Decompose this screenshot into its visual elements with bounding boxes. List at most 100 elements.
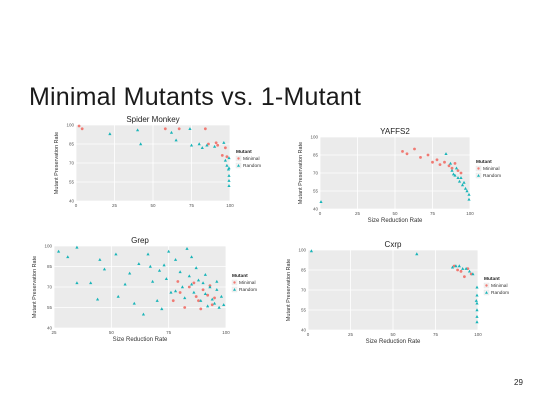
legend-marker-random — [477, 174, 480, 177]
point-random — [215, 279, 219, 283]
point-minimal — [456, 268, 459, 272]
point-minimal — [206, 293, 210, 297]
point-random — [444, 152, 448, 155]
point-minimal — [435, 158, 439, 162]
point-random — [223, 158, 227, 162]
legend-marker-random — [233, 288, 236, 291]
legend-title: Mutant — [232, 273, 248, 279]
legend-marker-minimal — [477, 167, 480, 170]
point-random — [203, 292, 207, 296]
legend-marker-random — [237, 164, 240, 167]
point-random — [139, 142, 143, 146]
x-tick-label: 75 — [433, 332, 439, 337]
page-number: 29 — [514, 378, 523, 387]
point-minimal — [453, 162, 457, 165]
point-minimal — [220, 154, 224, 157]
point-random — [467, 192, 471, 196]
point-random — [227, 166, 231, 170]
legend-entry: Minimal — [243, 156, 260, 162]
point-random — [474, 298, 478, 302]
point-minimal — [197, 299, 200, 303]
chart-svg: Spider Monkey 0 25 50 75 100 40 55 70 85 100 Mutant… — [54, 115, 261, 208]
point-random — [227, 173, 231, 177]
point-random — [95, 297, 100, 301]
point-random — [199, 298, 203, 302]
point-minimal — [163, 127, 167, 131]
point-random — [222, 303, 226, 306]
chart-svg: Cxrp 0 25 50 75 100 40 55 70 85 100 Size Reduction … — [286, 240, 509, 345]
point-random — [56, 249, 61, 253]
point-random — [167, 249, 171, 253]
point-random — [183, 296, 187, 300]
point-random — [162, 263, 166, 267]
point-random — [116, 294, 120, 298]
y-tick-label: 85 — [47, 264, 53, 269]
point-random — [180, 285, 185, 289]
point-random — [461, 266, 465, 270]
point-random — [123, 282, 127, 286]
point-random — [459, 176, 463, 179]
x-tick-label: 100 — [466, 211, 474, 216]
chart-grep: Grep 25 50 75 100 40 55 70 85 100 Size Reduction R… — [30, 234, 268, 344]
point-random — [457, 179, 462, 183]
point-minimal — [207, 142, 210, 146]
chart-title: Cxrp — [385, 240, 402, 249]
chart-yaffs2: YAFFS2 0 25 50 75 100 40 55 70 85 100 Size Reductio… — [296, 125, 512, 225]
point-random — [227, 179, 231, 182]
point-minimal — [463, 275, 466, 279]
y-tick-label: 100 — [310, 135, 318, 140]
x-tick-label: 50 — [392, 211, 398, 216]
legend-entry: Random — [239, 287, 257, 293]
y-tick-label: 40 — [301, 328, 307, 333]
y-tick-label: 70 — [47, 285, 53, 290]
legend-marker-minimal — [233, 281, 236, 284]
x-tick-label: 25 — [348, 332, 354, 337]
y-tick-label: 100 — [298, 248, 306, 253]
legend-entry: Random — [243, 163, 261, 169]
point-random — [460, 183, 465, 187]
x-tick-label: 50 — [150, 203, 156, 208]
point-random — [309, 249, 313, 253]
point-random — [197, 142, 201, 146]
point-random — [467, 269, 472, 273]
point-random — [215, 288, 219, 291]
point-minimal — [438, 163, 442, 166]
point-random — [66, 255, 70, 259]
point-minimal — [203, 127, 207, 131]
y-tick-label: 70 — [301, 288, 307, 293]
point-minimal — [405, 152, 409, 156]
y-tick-label: 85 — [313, 153, 319, 158]
point-random — [194, 266, 198, 270]
chart-title: Grep — [131, 236, 149, 245]
legend-title: Mutant — [236, 149, 252, 155]
point-random — [205, 143, 209, 147]
x-tick-label: 100 — [226, 203, 234, 208]
point-minimal — [192, 281, 196, 285]
point-minimal — [426, 153, 430, 157]
y-tick-label: 70 — [313, 171, 319, 176]
x-tick-label: 0 — [307, 332, 310, 337]
y-tick-label: 55 — [69, 180, 75, 185]
point-random — [189, 143, 194, 147]
y-tick-label: 55 — [47, 305, 53, 310]
point-random — [136, 128, 140, 132]
point-random — [114, 252, 118, 256]
point-random — [225, 163, 229, 167]
point-random — [128, 271, 132, 275]
point-random — [89, 281, 93, 285]
point-minimal — [80, 127, 84, 131]
point-random — [463, 186, 468, 190]
point-random — [450, 168, 454, 172]
x-axis-label: Size Reduction Rate — [368, 218, 423, 224]
chart-spider-monkey: Spider Monkey 0 25 50 75 100 40 55 70 85 100 Mutant… — [52, 113, 272, 217]
point-minimal — [178, 291, 182, 294]
point-random — [454, 264, 458, 268]
point-random — [227, 184, 231, 187]
point-minimal — [225, 155, 229, 159]
point-random — [75, 281, 79, 285]
point-random — [475, 293, 479, 297]
x-tick-label: 0 — [75, 203, 78, 208]
point-random — [108, 132, 112, 136]
point-random — [178, 270, 182, 274]
point-random — [146, 252, 150, 256]
